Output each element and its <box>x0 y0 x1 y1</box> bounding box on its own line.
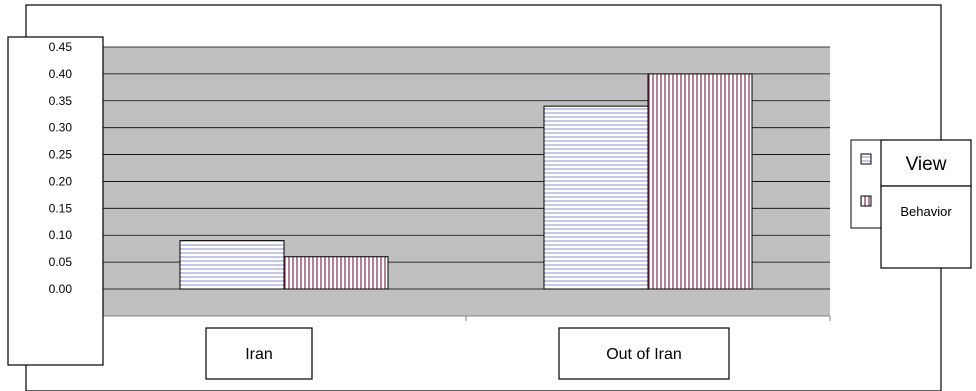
y-tick-label: 0.30 <box>49 121 73 135</box>
y-tick-label: 0.15 <box>49 201 73 215</box>
bar-2-out-of-iran <box>647 73 753 290</box>
bar-1-iran <box>179 240 285 290</box>
category-label-box <box>205 327 313 380</box>
y-tick-label: 0.25 <box>49 148 73 162</box>
y-tick-label: 0.45 <box>49 40 73 54</box>
y-tick-label: 0.20 <box>49 174 73 188</box>
legend-swatch-view <box>860 153 872 165</box>
y-tick-label: 0.00 <box>49 282 73 296</box>
legend-label-view: View <box>906 154 947 175</box>
legend-entry-box <box>880 139 972 187</box>
y-tick-label: 0.10 <box>49 228 73 242</box>
bar-2-iran <box>283 256 389 290</box>
legend-swatch-column <box>850 139 882 229</box>
bars <box>179 73 753 290</box>
legend-label-behavior: Behavior <box>900 204 952 219</box>
y-axis-box <box>7 36 104 366</box>
y-tick-label: 0.35 <box>49 94 73 108</box>
y-axis-tick-labels: 0.00 0.05 0.10 0.15 0.20 0.25 0.30 0.35 0.40 0.45 <box>49 40 73 296</box>
y-tick-label: 0.05 <box>49 255 73 269</box>
category-label-out-of-iran: Out of Iran <box>606 346 682 363</box>
y-tick-label: 0.40 <box>49 67 73 81</box>
category-labels: Iran Out of Iran <box>205 327 730 380</box>
bar-1-out-of-iran <box>543 105 649 290</box>
legend-swatch-behavior <box>860 195 872 207</box>
legend: View Behavior <box>850 139 972 269</box>
legend-entry-box <box>880 185 972 269</box>
category-label-iran: Iran <box>245 346 273 363</box>
category-label-box <box>558 327 730 380</box>
